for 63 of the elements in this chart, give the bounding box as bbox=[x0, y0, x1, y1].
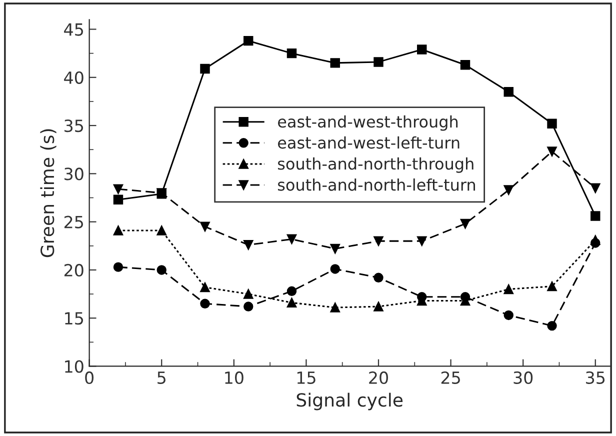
point bbox=[113, 184, 124, 194]
legend-label: south-and-north-through bbox=[278, 157, 474, 173]
point bbox=[504, 310, 514, 320]
point bbox=[113, 262, 124, 272]
point bbox=[460, 218, 470, 229]
y-tick-label: 15 bbox=[65, 312, 84, 325]
point bbox=[547, 146, 557, 156]
point bbox=[286, 286, 297, 296]
point bbox=[330, 244, 340, 254]
point bbox=[374, 272, 384, 283]
y-tick-label: 45 bbox=[64, 23, 84, 36]
point bbox=[417, 44, 427, 54]
point bbox=[417, 236, 427, 246]
point bbox=[156, 265, 166, 275]
legend-label: south-and-north-left-turn bbox=[278, 178, 475, 191]
x-tick-label: 25 bbox=[441, 371, 460, 384]
y-tick-label: 10 bbox=[65, 360, 84, 373]
point bbox=[547, 320, 557, 331]
point bbox=[286, 48, 297, 58]
y-tick-label: 25 bbox=[64, 216, 84, 228]
y-tick-label: 20 bbox=[64, 264, 84, 277]
legend-label: east-and-west-through bbox=[278, 115, 458, 131]
point bbox=[113, 226, 124, 236]
point bbox=[374, 57, 384, 67]
point bbox=[504, 284, 514, 294]
x-tick-label: 30 bbox=[514, 371, 533, 384]
y-tick-label: 35 bbox=[64, 119, 84, 132]
y-tick-label: 30 bbox=[64, 168, 84, 180]
point bbox=[590, 235, 600, 245]
point bbox=[113, 194, 124, 205]
x-axis-title: Signal cycle bbox=[296, 392, 403, 410]
point bbox=[244, 289, 254, 299]
point bbox=[200, 64, 210, 74]
point bbox=[200, 282, 210, 292]
point bbox=[330, 58, 340, 68]
x-tick-label: 15 bbox=[297, 372, 316, 384]
point bbox=[590, 211, 600, 221]
point bbox=[547, 118, 557, 128]
point bbox=[244, 240, 254, 250]
point bbox=[244, 36, 254, 46]
point bbox=[374, 236, 384, 246]
point bbox=[330, 302, 340, 312]
point bbox=[330, 264, 340, 274]
x-tick-label: 0 bbox=[85, 371, 94, 384]
x-tick-label: 5 bbox=[158, 372, 166, 384]
point bbox=[286, 234, 297, 244]
point bbox=[156, 226, 166, 236]
legend-label: east-and-west-left-turn bbox=[278, 136, 460, 149]
y-tick-label: 40 bbox=[64, 71, 84, 84]
x-tick-label: 20 bbox=[369, 371, 388, 384]
point bbox=[547, 281, 557, 292]
point bbox=[374, 302, 384, 312]
point bbox=[200, 298, 210, 309]
point bbox=[504, 86, 514, 97]
y-axis-title: Green time (s) bbox=[40, 129, 56, 258]
point bbox=[504, 185, 514, 195]
x-tick-label: 10 bbox=[225, 371, 244, 384]
point bbox=[244, 302, 254, 312]
point bbox=[286, 298, 297, 308]
point bbox=[200, 222, 210, 232]
x-tick-label: 35 bbox=[586, 371, 605, 384]
point bbox=[460, 60, 470, 70]
point bbox=[590, 183, 600, 193]
